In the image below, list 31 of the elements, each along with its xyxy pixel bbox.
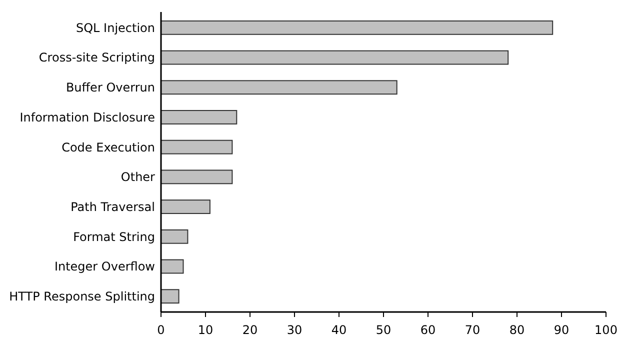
x-tick-label: 60 <box>420 323 436 337</box>
y-tick-label: HTTP Response Splitting <box>9 290 155 304</box>
bar <box>160 20 554 35</box>
x-tick-label: 0 <box>157 323 165 337</box>
y-tick-label: Cross-site Scripting <box>38 50 155 65</box>
x-tick-label: 100 <box>594 323 618 337</box>
y-tick-label: SQL Injection <box>76 20 155 35</box>
x-tick-label: 20 <box>242 323 258 337</box>
y-tick-label: Path Traversal <box>70 200 155 214</box>
bar <box>160 140 233 154</box>
y-tick-label: Code Execution <box>62 140 155 154</box>
x-tick-label: 90 <box>554 323 570 337</box>
bar <box>160 229 188 244</box>
x-tick-label: 40 <box>331 323 347 337</box>
y-tick-label: Format String <box>73 230 155 244</box>
x-tick-label: 50 <box>376 323 392 337</box>
y-tick-label: Integer Overflow <box>54 260 156 274</box>
y-tick-label: Buffer Overrun <box>66 80 155 95</box>
bar <box>160 50 509 65</box>
x-tick-label: 80 <box>509 323 525 337</box>
bar <box>160 110 238 124</box>
bar <box>160 259 184 274</box>
bar <box>160 80 398 95</box>
bar <box>160 289 180 304</box>
y-tick-label: Information Disclosure <box>20 110 155 124</box>
x-tick-label: 10 <box>198 323 214 337</box>
y-tick-label: Other <box>120 170 156 184</box>
x-tick-label: 30 <box>286 323 302 337</box>
bar <box>160 170 233 184</box>
x-tick-label: 70 <box>464 323 480 337</box>
bar <box>160 200 210 214</box>
